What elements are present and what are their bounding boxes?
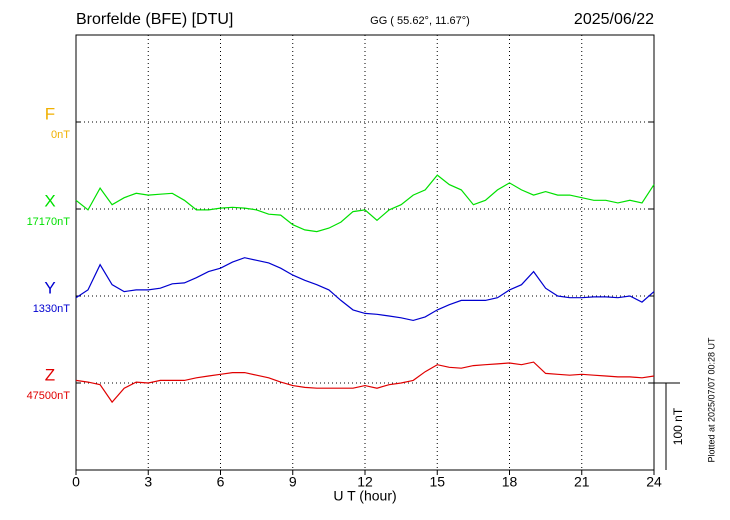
channel-baseline: 17170nT (27, 216, 71, 228)
scale-bar-label: 100 nT (671, 407, 685, 445)
channel-name: F (45, 104, 55, 123)
chart-title: Brorfelde (BFE) [DTU] (76, 11, 233, 28)
x-tick-label: 15 (429, 474, 445, 490)
channel-baseline: 1330nT (33, 303, 71, 315)
x-tick-label: 12 (357, 474, 373, 490)
x-tick-label: 24 (646, 474, 662, 490)
x-tick-label: 18 (502, 474, 518, 490)
series-line (75, 257, 655, 322)
date: 2025/06/22 (574, 11, 654, 28)
x-tick-label: 21 (574, 474, 590, 490)
series-line (75, 174, 655, 233)
channel-baseline: 47500nT (27, 390, 71, 402)
chart-subtitle: GG ( 55.62°, 11.67°) (370, 15, 470, 27)
channel-name: Y (44, 278, 55, 297)
x-tick-label: 6 (217, 474, 225, 490)
x-axis-label: U T (hour) (333, 488, 396, 504)
channel-baseline: 0nT (51, 129, 70, 141)
x-tick-label: 0 (72, 474, 80, 490)
plot-note: Plotted at 2025/07/07 00:28 UT (706, 337, 716, 463)
channel-name: Z (45, 365, 55, 384)
plot-frame (75, 34, 655, 471)
x-tick-label: 9 (289, 474, 297, 490)
x-tick-label: 3 (144, 474, 152, 490)
channel-name: X (44, 191, 55, 210)
series-line (75, 361, 655, 404)
